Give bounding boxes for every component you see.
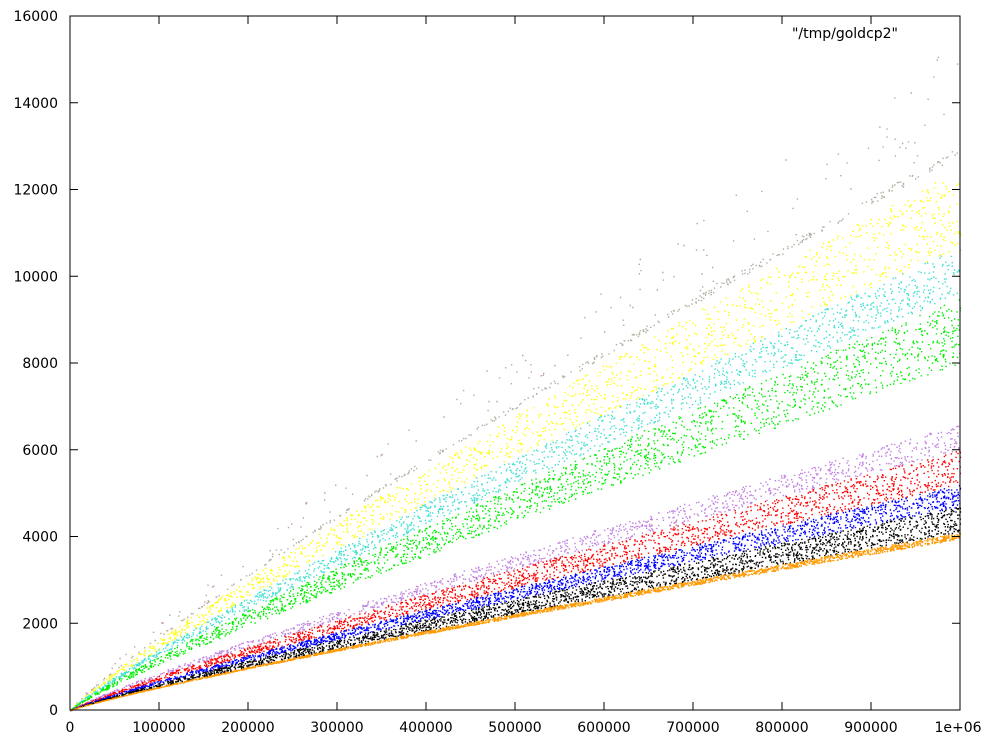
band-points	[70, 532, 962, 712]
y-tick-label: 2000	[22, 616, 58, 632]
y-tick-label: 4000	[22, 530, 58, 546]
axis-ticks: 0 100000 200000 300000 400000 500000 600000 700…	[13, 9, 981, 736]
y-tick-label: 6000	[22, 443, 58, 459]
y-tick-label: 10000	[13, 269, 58, 285]
x-tick-label: 0	[66, 720, 75, 736]
band-points	[70, 450, 962, 711]
band-points	[71, 484, 962, 711]
y-tick-label: 8000	[22, 356, 58, 372]
x-tick-label: 200000	[221, 720, 274, 736]
y-tick-label: 12000	[13, 183, 58, 199]
x-tick-label: 500000	[488, 720, 541, 736]
x-tick-label: 800000	[755, 720, 808, 736]
x-tick-label: 400000	[399, 720, 452, 736]
legend: "/tmp/goldcp2"	[792, 26, 898, 42]
data-band	[71, 484, 962, 711]
y-tick-label: 0	[49, 703, 58, 719]
x-tick-label: 300000	[310, 720, 363, 736]
y-tick-label: 14000	[13, 96, 58, 112]
legend-entry-label: "/tmp/goldcp2"	[792, 26, 898, 42]
plot-background	[70, 16, 960, 710]
x-tick-label: 700000	[666, 720, 719, 736]
y-tick-label: 16000	[13, 9, 58, 25]
x-tick-label: 100000	[132, 720, 185, 736]
x-tick-label: 1e+06	[934, 720, 981, 736]
data-bands	[70, 56, 962, 712]
x-tick-label: 600000	[577, 720, 630, 736]
data-band	[70, 532, 962, 712]
plot-frame	[69, 15, 961, 711]
data-band	[70, 450, 962, 711]
x-tick-label: 900000	[844, 720, 897, 736]
